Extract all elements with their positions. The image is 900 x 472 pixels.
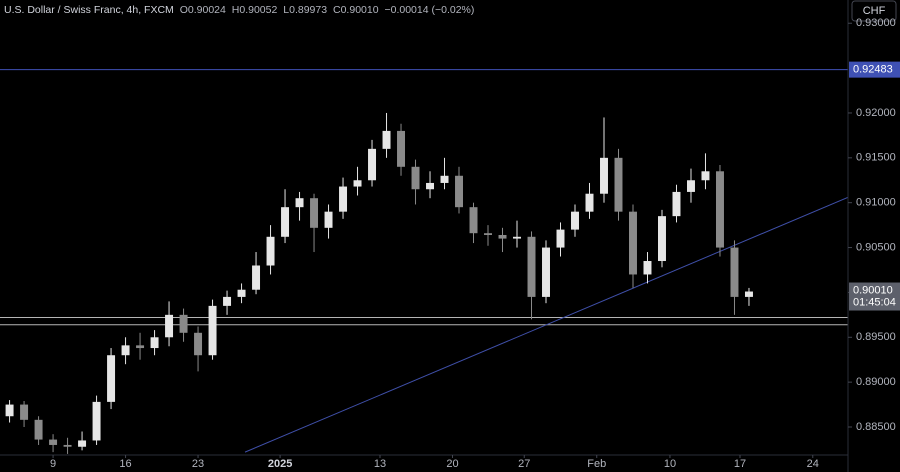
candle-body	[63, 444, 72, 447]
candle-body	[397, 130, 406, 167]
o-label: O	[180, 4, 188, 16]
candle-body	[136, 345, 145, 349]
candle-body	[34, 419, 43, 440]
candle-body	[527, 236, 536, 297]
candle-body	[339, 186, 348, 212]
candle-body	[614, 157, 623, 212]
candle-body	[426, 182, 435, 190]
change: −0.00014 (−0.02%)	[384, 4, 474, 16]
x-tick-label: 27	[518, 458, 530, 470]
x-tick-label: Feb	[587, 458, 606, 470]
level-label: 0.92483	[853, 64, 893, 76]
y-tick-label: 0.89000	[856, 376, 896, 388]
candle-body	[715, 171, 724, 248]
candle-body	[353, 180, 362, 187]
candle-body	[658, 216, 666, 262]
c-value: 0.90010	[341, 4, 379, 16]
candle-body	[484, 233, 492, 235]
candle-body	[237, 289, 246, 297]
candle-body	[730, 247, 739, 297]
y-tick-label: 0.92000	[856, 107, 896, 119]
y-tick-label: 0.91500	[856, 152, 896, 164]
o-value: 0.90024	[188, 4, 226, 16]
y-tick-label: 0.91000	[856, 197, 896, 209]
candle-body	[165, 314, 174, 338]
trendline	[244, 196, 848, 453]
x-tick-label: 10	[664, 458, 676, 470]
y-tick-label: 0.88500	[856, 421, 896, 433]
candle-body	[92, 401, 101, 441]
candle-body	[150, 337, 159, 349]
header: U.S. Dollar / Swiss Franc, 4h, FXCM O0.9…	[4, 4, 474, 16]
candle-body	[382, 130, 391, 149]
candle-body	[600, 157, 608, 194]
candle-body	[744, 291, 753, 297]
l-value: 0.89973	[289, 4, 327, 16]
y-tick-label: 0.89500	[856, 331, 896, 343]
h-label: H	[232, 4, 240, 16]
candle-body	[469, 207, 478, 234]
candle-body	[295, 198, 304, 208]
candle-body	[252, 265, 261, 290]
candle-body	[107, 355, 116, 402]
candle-body	[78, 440, 87, 447]
x-tick-label: 23	[192, 458, 204, 470]
currency-label[interactable]: CHF	[863, 5, 886, 17]
level-label-box	[849, 61, 900, 78]
candle-body	[324, 211, 333, 228]
candle-body	[542, 247, 550, 297]
y-tick-label: 0.93000	[856, 17, 896, 29]
symbol: U.S. Dollar / Swiss Franc, 4h, FXCM	[4, 4, 174, 16]
candle-body	[223, 296, 232, 306]
l-label: L	[283, 4, 289, 16]
x-tick-label: 9	[50, 458, 56, 470]
candle-body	[266, 236, 275, 266]
candle-body	[513, 236, 521, 239]
candle-body	[194, 332, 203, 356]
currency-button[interactable]	[851, 0, 897, 22]
candle-body	[368, 148, 377, 181]
x-tick-label: 16	[119, 458, 131, 470]
candle-body	[411, 166, 420, 190]
x-tick-label: 24	[807, 458, 819, 470]
candle-body	[686, 180, 695, 192]
candle-body	[571, 211, 579, 230]
candle-body	[179, 314, 188, 333]
candle-body	[310, 198, 319, 228]
candle-body	[672, 191, 681, 217]
last-price-label: 0.90010	[853, 284, 893, 296]
candle-body	[208, 305, 217, 356]
candle-body	[281, 207, 290, 237]
candle-body	[20, 404, 29, 420]
candle-body	[49, 439, 58, 445]
candle-body	[440, 175, 449, 183]
candle-body	[121, 345, 130, 356]
y-tick-label: 0.90500	[856, 241, 896, 253]
candle-body	[5, 404, 14, 417]
c-label: C	[333, 4, 341, 16]
candle-body	[585, 193, 594, 212]
candle-body	[556, 229, 565, 248]
countdown: 01:45:04	[853, 296, 896, 308]
candle-body	[701, 171, 710, 181]
candle-body	[455, 175, 464, 208]
x-tick-label: 20	[446, 458, 458, 470]
x-tick-label: 17	[734, 458, 746, 470]
candle-body	[643, 261, 652, 275]
x-tick-label: 2025	[268, 458, 292, 470]
x-tick-label: 13	[374, 458, 386, 470]
h-value: 0.90052	[239, 4, 277, 16]
candle-body	[498, 234, 507, 239]
candle-body	[629, 211, 637, 275]
last-price-box	[849, 282, 900, 311]
